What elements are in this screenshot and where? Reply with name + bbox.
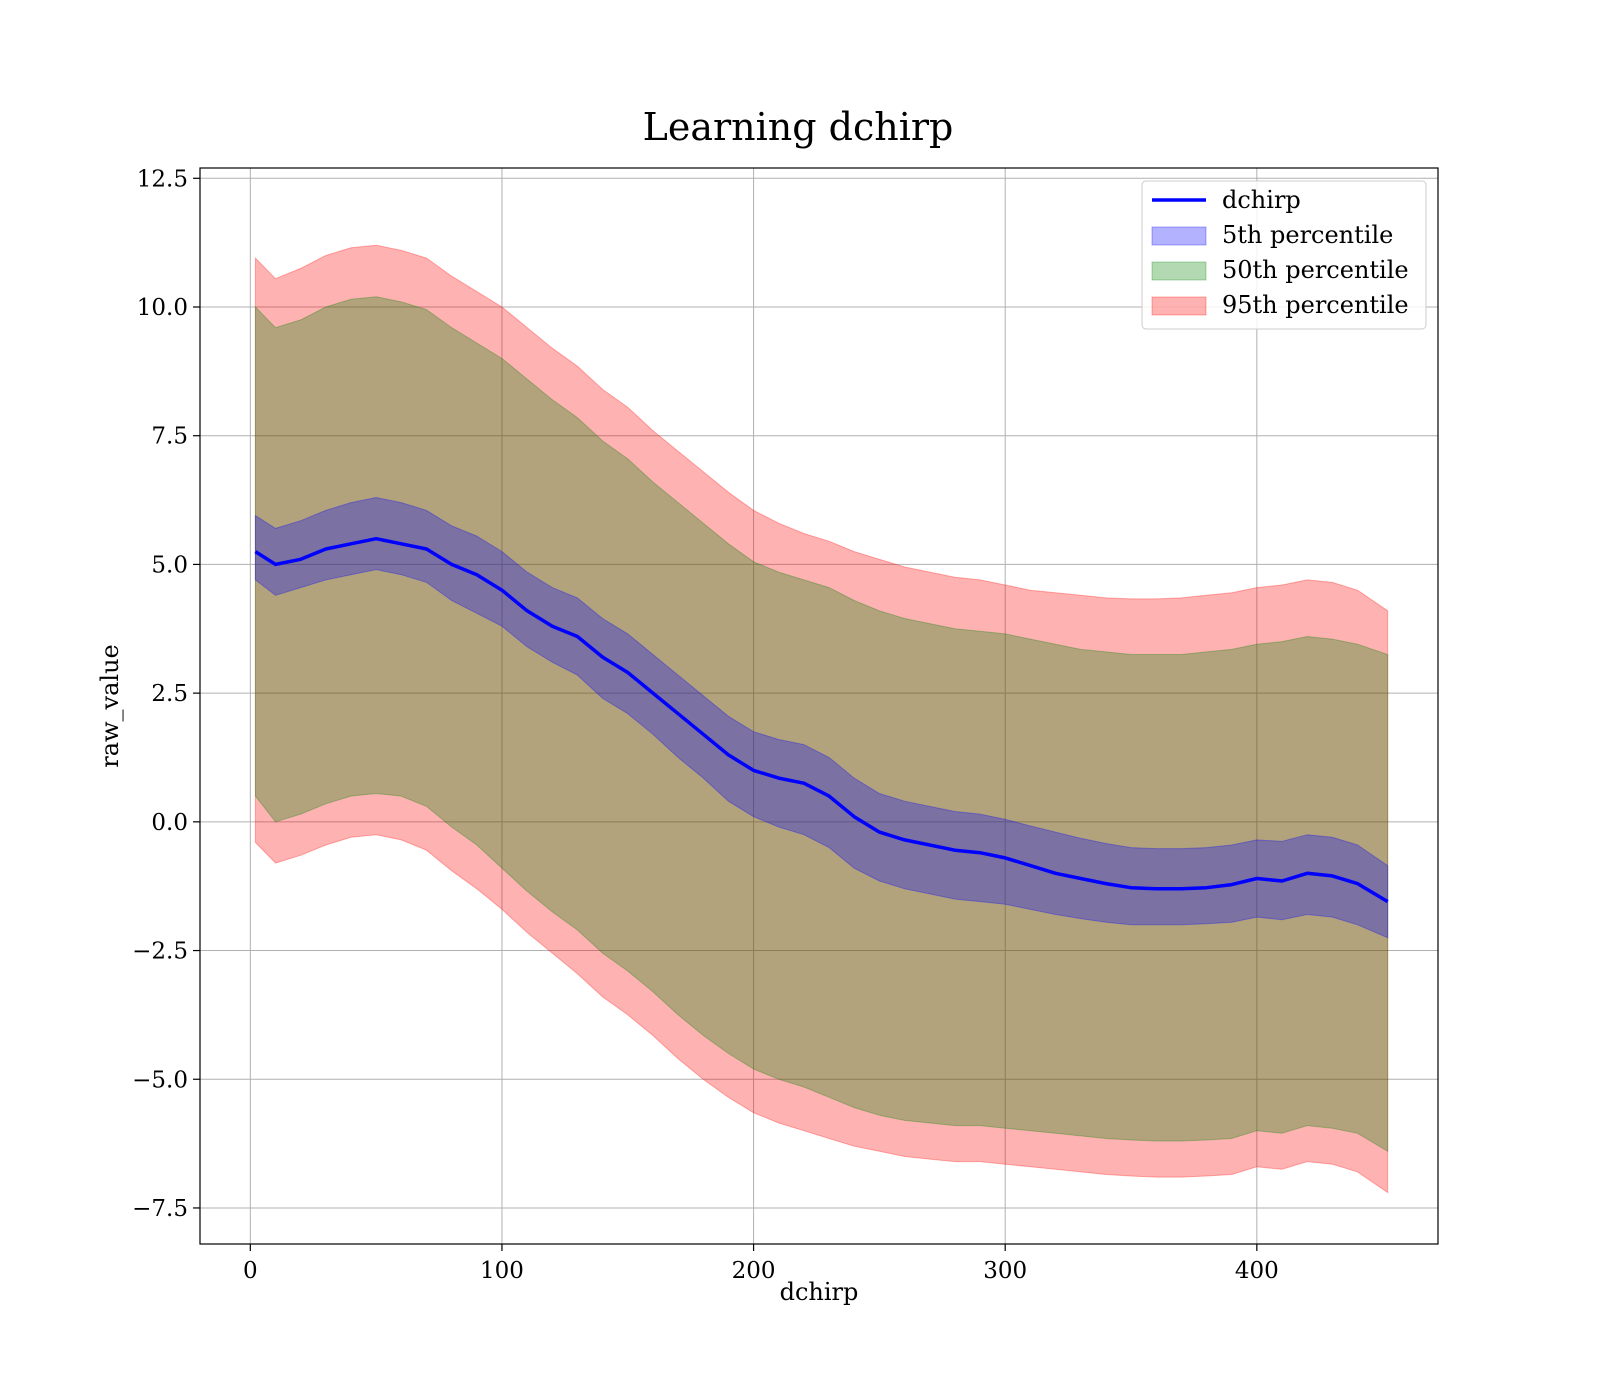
- legend-label-95th: 95th percentile: [1222, 291, 1409, 319]
- x-tick-label: 400: [1235, 1258, 1279, 1284]
- x-tick-label: 100: [480, 1258, 524, 1284]
- y-tick-label: 10.0: [137, 295, 188, 321]
- y-axis-label: raw_value: [96, 644, 124, 768]
- x-tick-label: 300: [983, 1258, 1027, 1284]
- legend-label-5th: 5th percentile: [1222, 221, 1393, 249]
- legend-label-dchirp: dchirp: [1222, 186, 1301, 214]
- chart-title: Learning dchirp: [643, 105, 954, 149]
- legend-swatch-50th: [1151, 261, 1207, 281]
- y-tick-label: −5.0: [132, 1067, 188, 1093]
- percentile-bands: [254, 244, 1389, 1194]
- legend-swatch-95th: [1151, 296, 1207, 316]
- y-tick-label: −7.5: [132, 1196, 188, 1222]
- band-50th-percentile: [254, 296, 1389, 1153]
- y-tick-label: −2.5: [132, 939, 188, 965]
- x-axis-ticks: 0 100 200 300 400: [243, 1244, 1279, 1284]
- legend-label-50th: 50th percentile: [1222, 256, 1409, 284]
- legend-swatch-5th: [1151, 226, 1207, 246]
- y-tick-label: 12.5: [137, 166, 188, 192]
- band-95th-percentile: [254, 244, 1389, 1194]
- series-line-dchirp: [254, 536, 1389, 904]
- series-lines: [254, 536, 1389, 904]
- y-axis-ticks: −7.5 −5.0 −2.5 0.0 2.5 5.0 7.5 10.0 12.5: [132, 166, 200, 1222]
- y-tick-label: 2.5: [151, 681, 188, 707]
- plot-frame: [199, 167, 1439, 1245]
- y-tick-label: 0.0: [151, 810, 188, 836]
- legend-box: [1141, 180, 1427, 330]
- x-tick-label: 0: [243, 1258, 258, 1284]
- y-tick-label: 5.0: [151, 552, 188, 578]
- x-axis-label: dchirp: [780, 1278, 859, 1306]
- x-tick-label: 200: [732, 1258, 776, 1284]
- band-5th-percentile: [254, 496, 1389, 939]
- y-tick-label: 7.5: [151, 424, 188, 450]
- legend: dchirp 5th percentile 50th percentile 95…: [1141, 180, 1427, 330]
